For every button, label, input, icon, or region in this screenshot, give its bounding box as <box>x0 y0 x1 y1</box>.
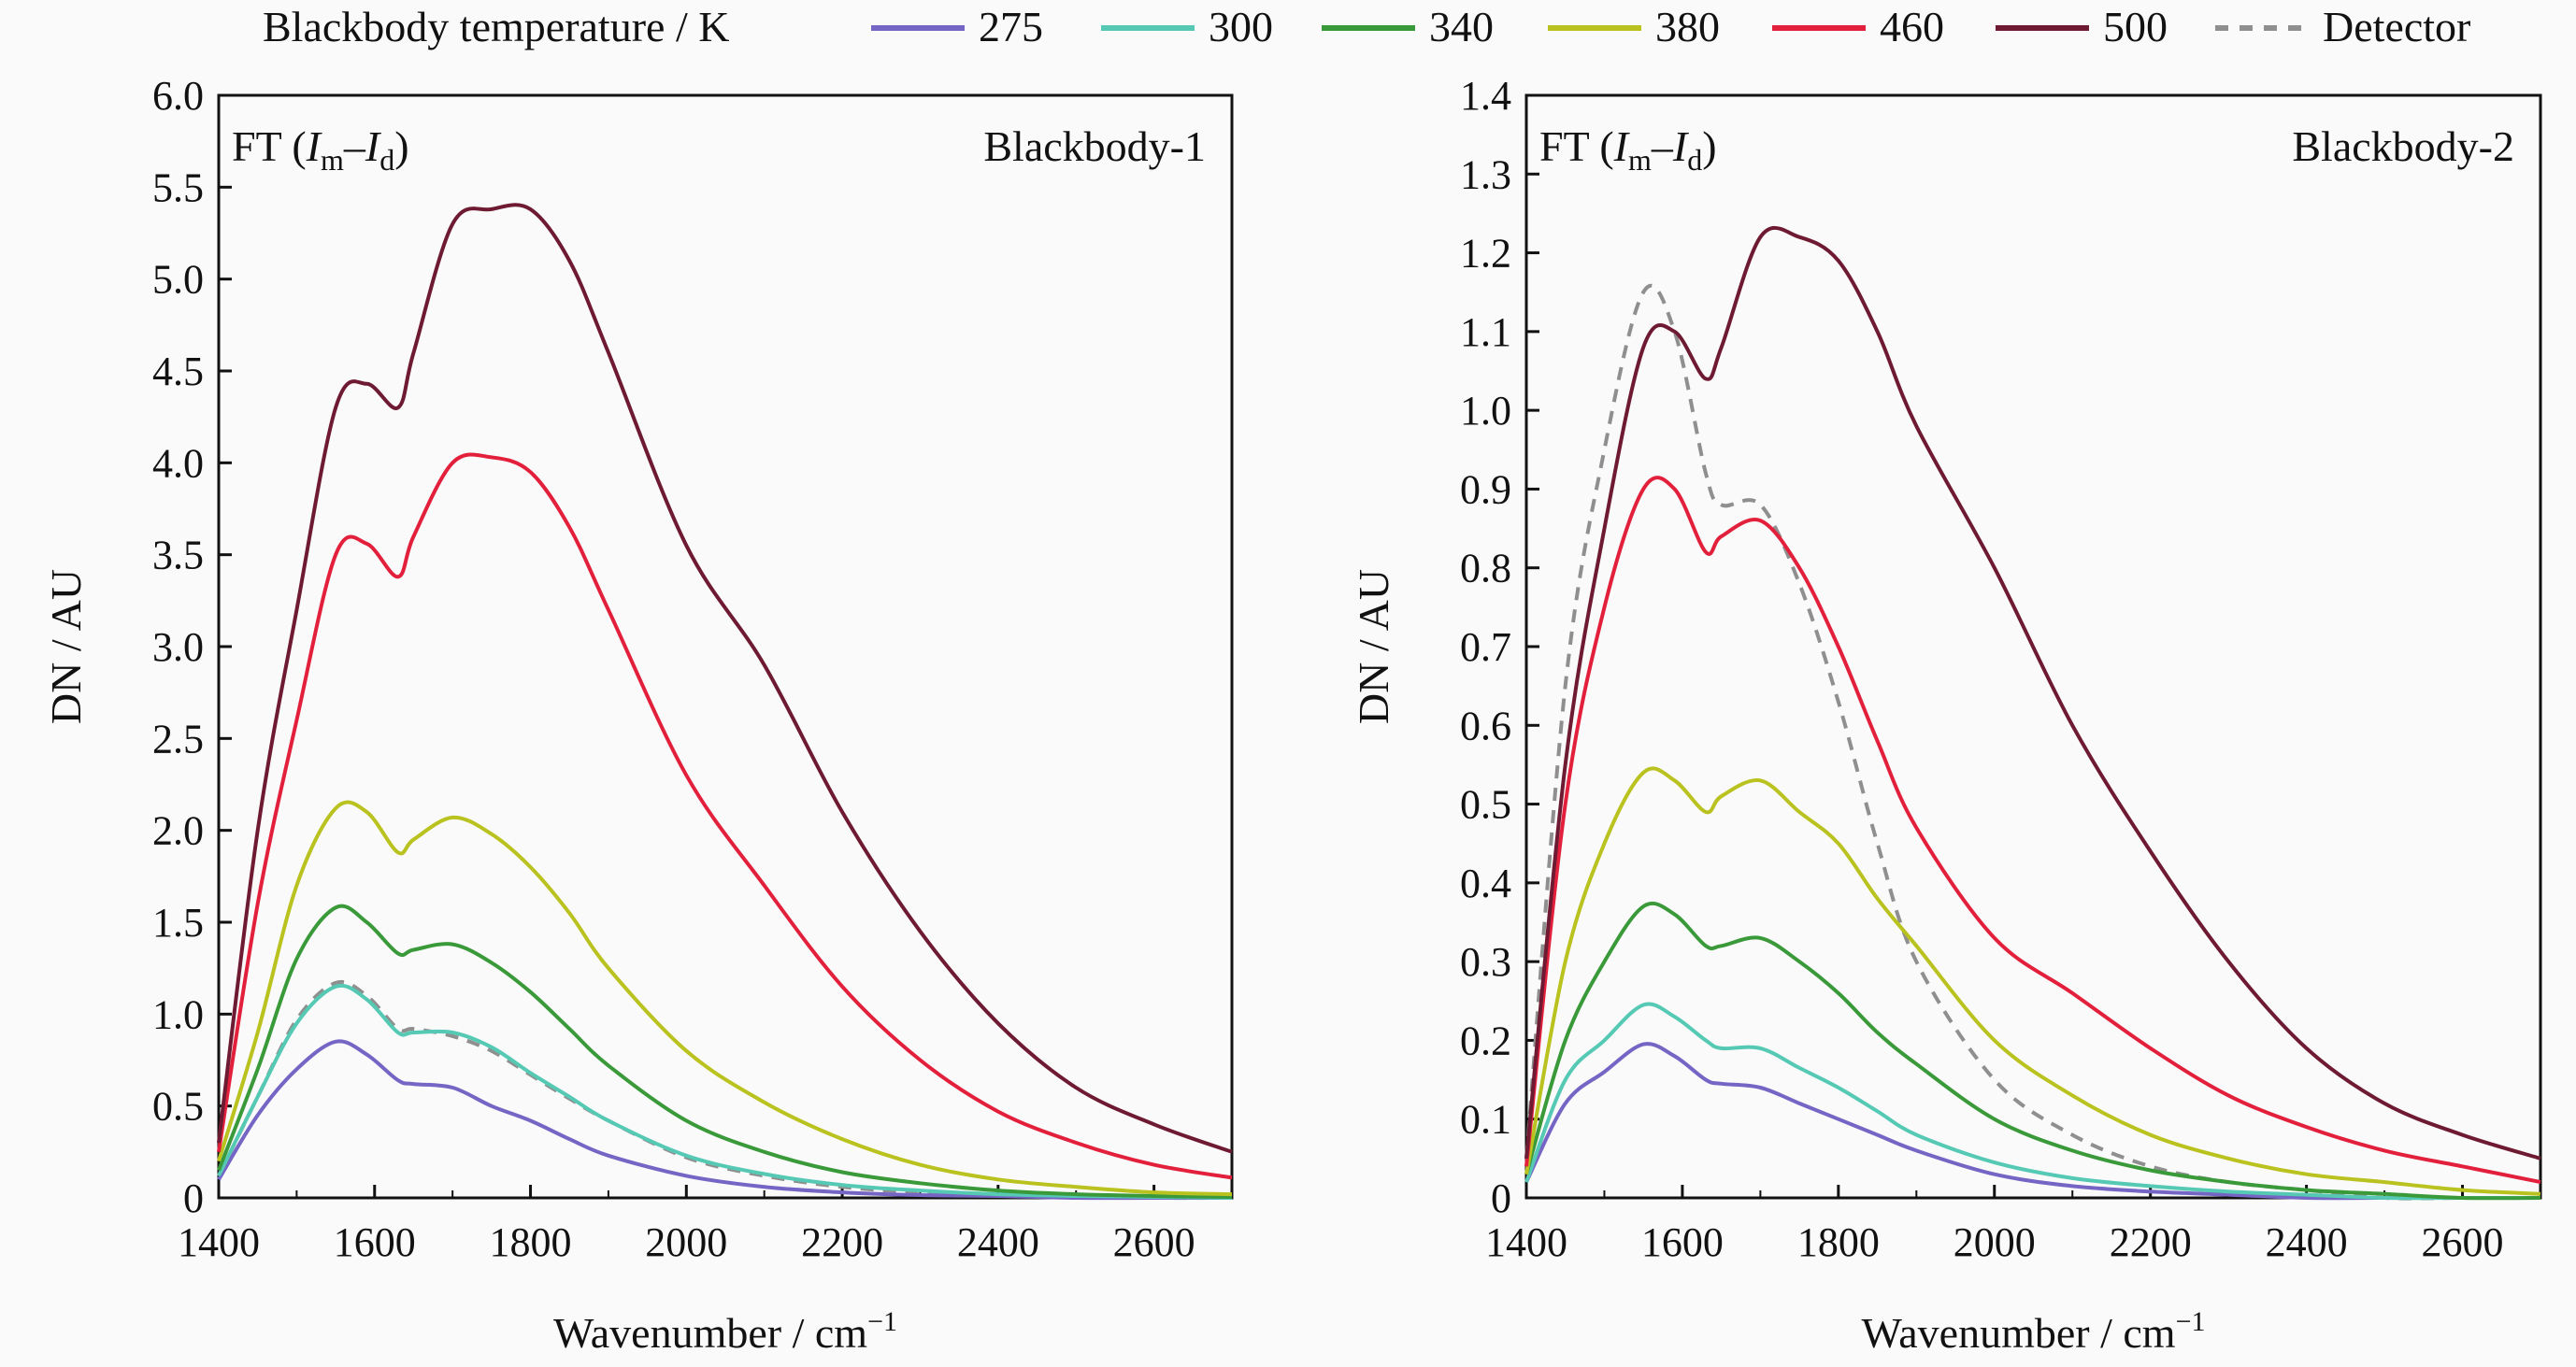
series-line-detector <box>1524 283 2540 1201</box>
x-tick-label: 1800 <box>1797 1219 1880 1265</box>
legend-label: 500 <box>2103 3 2168 50</box>
y-tick-label: 1.0 <box>1460 388 1511 434</box>
series-line-460 <box>1524 476 2541 1185</box>
y-tick-label: 3.5 <box>152 533 204 578</box>
y-tick-label: 1.4 <box>1460 73 1511 119</box>
series-line-500 <box>1524 225 2541 1161</box>
legend-label: 460 <box>1880 3 1944 50</box>
x-axis-label-unit-exponent: −1 <box>867 1306 897 1337</box>
y-tick-label: 2.5 <box>152 716 204 762</box>
y-tick-label: 3.0 <box>152 624 204 670</box>
x-tick-label: 2000 <box>1953 1219 2036 1265</box>
y-axis-label: DN / AU <box>1350 569 1397 724</box>
annotation-suffix: ) <box>394 122 408 170</box>
panel-title: Blackbody-2 <box>2292 122 2514 170</box>
y-tick-label: 1.0 <box>152 991 204 1037</box>
annotation-subscript-m: m <box>1628 143 1652 177</box>
y-tick-label: 1.2 <box>1460 231 1511 277</box>
annotation-intensity-d: I <box>365 122 382 170</box>
y-tick-label: 0.7 <box>1460 624 1511 670</box>
series-line-340 <box>1524 901 2541 1201</box>
y-tick-label: 0.2 <box>1460 1018 1511 1063</box>
x-tick-label: 1400 <box>1485 1219 1567 1265</box>
y-tick-label: 0 <box>1491 1175 1511 1221</box>
chart-panel-2: 1400 1600 1800 2000 2200 2400 2600 0 0.1 0.2 0.3 0.… <box>1350 73 2542 1357</box>
series-line-340 <box>217 904 1233 1199</box>
series-line-275 <box>1524 1042 2540 1201</box>
y-tick-label: 5.5 <box>152 164 204 210</box>
legend-label: 380 <box>1655 3 1720 50</box>
legend-label: 300 <box>1209 3 1273 50</box>
series-line-300 <box>217 983 1233 1200</box>
x-axis-label-unit-exponent: −1 <box>2176 1306 2206 1337</box>
x-tick-label: 2200 <box>801 1219 883 1265</box>
y-tick-label: 0.9 <box>1460 466 1511 512</box>
y-tick-label: 0.6 <box>1460 703 1511 748</box>
series-line-380 <box>217 800 1233 1197</box>
y-tick-label: 0.3 <box>1460 939 1511 985</box>
x-axis-label-text: Wavenumber / cm <box>1862 1309 2176 1357</box>
legend: Blackbody temperature / K 275 300 340 380 46… <box>263 3 2470 50</box>
x-tick-label: 1800 <box>490 1219 572 1265</box>
x-tick-label: 2000 <box>645 1219 727 1265</box>
y-tick-label: 4.0 <box>152 440 204 486</box>
annotation-prefix: FT ( <box>1539 122 1614 170</box>
y-tick-label: 0.5 <box>1460 782 1511 828</box>
series-line-300 <box>1524 1002 2540 1201</box>
x-tick-label: 2400 <box>2266 1219 2348 1265</box>
y-tick-label: 0.5 <box>152 1084 204 1130</box>
y-tick-label: 1.1 <box>1460 309 1511 355</box>
annotation-dash: – <box>1651 122 1674 170</box>
annotation-intensity-m: I <box>1613 122 1631 170</box>
annotation-intensity-m: I <box>306 122 323 170</box>
x-tick-label: 1600 <box>334 1219 416 1265</box>
legend-label: 275 <box>979 3 1043 50</box>
x-tick-label: 2600 <box>2422 1219 2504 1265</box>
y-tick-label: 1.5 <box>152 900 204 946</box>
annotation-subscript-d: d <box>1687 143 1702 177</box>
legend-label: Detector <box>2323 3 2470 50</box>
y-tick-label: 0.1 <box>1460 1097 1511 1143</box>
x-tick-label: 2200 <box>2110 1219 2192 1265</box>
panel-annotation: FT (Im–Id) <box>232 122 409 177</box>
annotation-suffix: ) <box>1702 122 1716 170</box>
annotation-prefix: FT ( <box>232 122 307 170</box>
y-axis-label: DN / AU <box>42 569 90 724</box>
y-tick-label: 0.4 <box>1460 861 1511 906</box>
legend-label: 340 <box>1429 3 1494 50</box>
x-axis-label: Wavenumber / cm−1 <box>553 1306 897 1357</box>
panel-title: Blackbody-1 <box>983 122 1206 170</box>
y-tick-label: 0.8 <box>1460 546 1511 591</box>
y-tick-label: 2.0 <box>152 808 204 854</box>
x-tick-label: 1400 <box>178 1219 260 1265</box>
annotation-subscript-m: m <box>321 143 344 177</box>
x-tick-label: 2600 <box>1113 1219 1195 1265</box>
y-tick-label: 5.0 <box>152 257 204 303</box>
series-line-500 <box>217 203 1233 1154</box>
annotation-subscript-d: d <box>379 143 394 177</box>
series-line-380 <box>1524 766 2541 1196</box>
chart-panel-1: 1400 1600 1800 2000 2200 2400 2600 0 0.5 1.0 1.5 2.… <box>42 73 1234 1357</box>
annotation-dash: – <box>343 122 366 170</box>
x-axis-label: Wavenumber / cm−1 <box>1862 1306 2206 1357</box>
y-tick-label: 6.0 <box>152 73 204 119</box>
x-tick-label: 2400 <box>957 1219 1039 1265</box>
panel-annotation: FT (Im–Id) <box>1539 122 1717 177</box>
series-line-275 <box>217 1039 1232 1201</box>
x-axis-label-text: Wavenumber / cm <box>553 1309 867 1357</box>
y-tick-label: 4.5 <box>152 349 204 394</box>
plot-frame <box>217 93 1234 1200</box>
y-tick-label: 0 <box>183 1175 204 1221</box>
legend-title: Blackbody temperature / K <box>263 3 729 50</box>
y-tick-label: 1.3 <box>1460 151 1511 197</box>
x-tick-label: 1600 <box>1641 1219 1724 1265</box>
annotation-intensity-d: I <box>1672 122 1690 170</box>
series-line-460 <box>217 452 1233 1180</box>
